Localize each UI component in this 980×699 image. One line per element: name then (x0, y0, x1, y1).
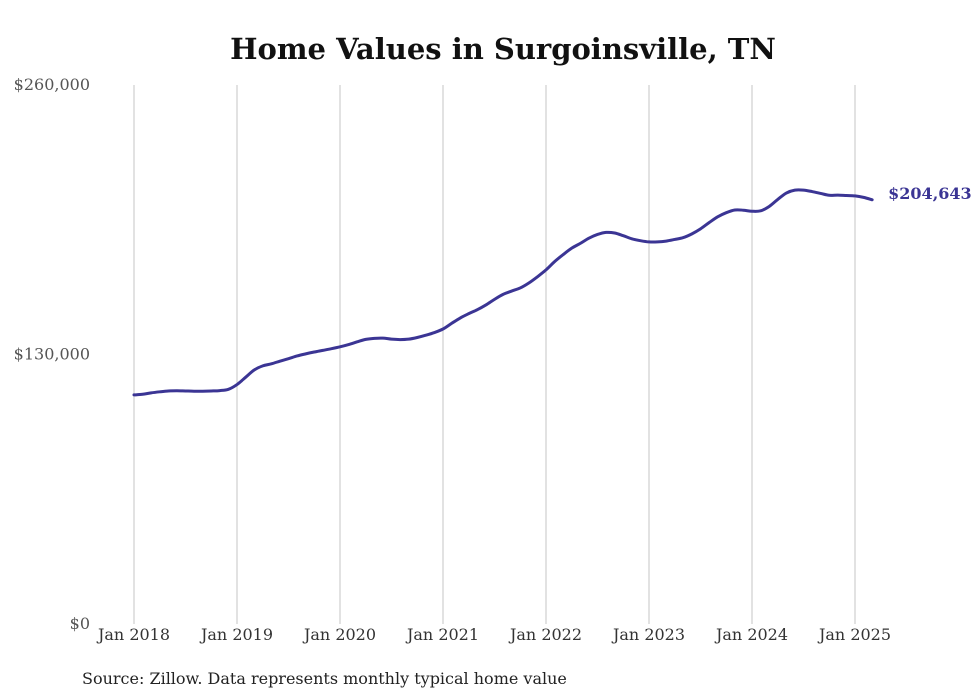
x-tick-label: Jan 2025 (817, 625, 891, 644)
latest-value-label: $204,643 (888, 184, 972, 203)
y-tick-label: $0 (70, 614, 90, 633)
x-tick-label: Jan 2020 (302, 625, 376, 644)
x-tick-label: Jan 2021 (405, 625, 479, 644)
x-gridlines (133, 85, 856, 624)
y-axis-tick-labels: $0 $130,000 $260,000 (14, 75, 90, 633)
x-tick-label: Jan 2019 (199, 625, 273, 644)
x-tick-label: Jan 2023 (611, 625, 685, 644)
home-value-series-line (132, 188, 874, 397)
x-tick-label: Jan 2018 (96, 625, 170, 644)
y-tick-label: $130,000 (14, 345, 90, 364)
chart-title: Home Values in Surgoinsville, TN (230, 32, 776, 66)
x-axis-tick-labels: Jan 2018 Jan 2019 Jan 2020 Jan 2021 Jan 2022… (96, 625, 891, 644)
source-note: Source: Zillow. Data represents monthly … (82, 669, 567, 688)
x-tick-label: Jan 2024 (714, 625, 788, 644)
x-tick-label: Jan 2022 (508, 625, 582, 644)
y-tick-label: $260,000 (14, 75, 90, 94)
